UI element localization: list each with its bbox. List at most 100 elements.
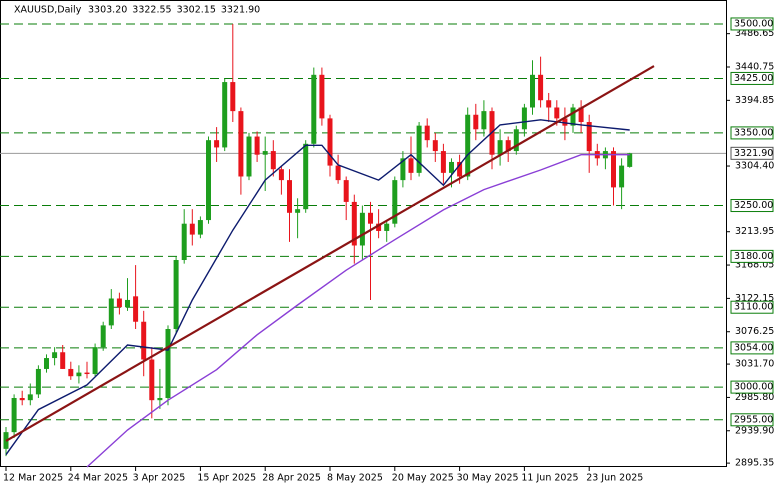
candle-body	[530, 74, 535, 108]
current-price-label: 3321.90	[734, 148, 773, 159]
level-label: 3110.00	[734, 302, 773, 313]
x-tick-label: 28 Apr 2025	[262, 473, 321, 484]
candle-body	[149, 359, 155, 401]
candle-body	[586, 122, 592, 152]
candle-body	[157, 398, 163, 401]
candle-body	[570, 107, 576, 126]
candle-body	[424, 125, 430, 141]
candle-body	[181, 223, 187, 261]
candle-body	[351, 201, 357, 246]
y-tick-label: 3394.85	[735, 95, 774, 106]
candle-body	[11, 398, 17, 433]
candle-body	[238, 111, 244, 177]
x-tick-label: 23 Jun 2025	[586, 473, 643, 484]
candle-body	[400, 158, 406, 181]
candle-body	[376, 223, 382, 231]
candle-body	[303, 143, 309, 210]
candle-body	[68, 368, 74, 377]
y-tick-label: 3213.95	[735, 226, 774, 237]
header-value: 3321.90	[221, 5, 260, 16]
candle-body	[165, 329, 171, 399]
candle-body	[513, 129, 519, 152]
level-label: 3500.00	[734, 18, 773, 29]
y-tick-label: 2895.35	[735, 458, 774, 469]
candle-body	[432, 140, 438, 152]
candle-body	[343, 180, 349, 202]
candle-body	[197, 220, 203, 235]
level-label: 3425.00	[734, 73, 773, 84]
candle-body	[246, 136, 252, 177]
candle-body	[335, 165, 341, 181]
x-tick-label: 3 Apr 2025	[133, 473, 186, 484]
y-tick-label: 2985.80	[735, 392, 774, 403]
candle-body	[319, 74, 325, 119]
candle-body	[562, 118, 568, 126]
candle-body	[141, 321, 147, 360]
candle-body	[19, 398, 25, 401]
candle-body	[116, 298, 122, 308]
level-label: 3054.00	[734, 342, 773, 353]
candle-body	[44, 358, 49, 369]
level-label-box	[730, 17, 774, 31]
candle-body	[497, 140, 503, 155]
candle-body	[538, 74, 544, 101]
y-tick-label: 2939.90	[735, 425, 774, 436]
candle-body	[173, 260, 179, 330]
candle-body	[222, 82, 228, 148]
candle-body	[35, 368, 41, 395]
level-label-box	[730, 380, 774, 394]
level-label-box	[730, 126, 774, 140]
candle-body	[457, 161, 463, 177]
level-label-box	[730, 71, 774, 85]
candle-body	[554, 107, 560, 119]
candle-body	[295, 209, 301, 213]
candle-body	[521, 107, 527, 130]
chart-title: XAUUSD,Daily	[14, 5, 82, 16]
indicator-line	[5, 65, 655, 442]
y-tick-label: 3168.05	[735, 260, 774, 271]
level-label-box	[730, 249, 774, 263]
candle-body	[278, 169, 284, 181]
candle-body	[384, 223, 390, 231]
candle-body	[270, 151, 276, 170]
level-label: 3250.00	[734, 200, 773, 211]
candle-body	[619, 165, 625, 188]
current-price-box	[730, 146, 774, 160]
level-label-box	[730, 413, 774, 427]
candle-body	[481, 111, 487, 130]
candle-body	[133, 296, 139, 322]
level-label: 3350.00	[734, 127, 773, 138]
candle-body	[108, 298, 114, 326]
indicator-line	[86, 154, 630, 468]
y-tick-label: 3486.65	[735, 28, 774, 39]
candle-body	[368, 212, 373, 224]
candle-body	[76, 372, 82, 377]
candle-body	[578, 107, 584, 123]
y-tick-label: 3031.70	[735, 359, 774, 370]
candle-body	[392, 180, 398, 224]
level-label: 2955.00	[734, 414, 773, 425]
level-label: 3180.00	[734, 251, 773, 262]
candle-body	[262, 151, 268, 155]
header-value: 3322.55	[132, 5, 171, 16]
candle-body	[627, 153, 633, 167]
x-tick-label: 20 May 2025	[392, 473, 454, 484]
candle-body	[287, 180, 292, 213]
candle-body	[189, 223, 195, 235]
candle-body	[465, 114, 471, 177]
candle-body	[611, 151, 616, 188]
candle-body	[327, 118, 333, 166]
level-label-box	[730, 199, 774, 213]
header-value: 3303.20	[88, 5, 127, 16]
x-tick-label: 30 May 2025	[457, 473, 519, 484]
header-value: 3302.15	[177, 5, 216, 16]
indicator-line	[5, 119, 630, 456]
x-tick-label: 15 Apr 2025	[197, 473, 256, 484]
candle-body	[449, 161, 454, 173]
candle-body	[546, 100, 552, 108]
level-label-box	[730, 300, 774, 314]
candle-body	[206, 140, 211, 221]
x-tick-label: 11 Jun 2025	[521, 473, 578, 484]
candle-body	[230, 82, 236, 112]
